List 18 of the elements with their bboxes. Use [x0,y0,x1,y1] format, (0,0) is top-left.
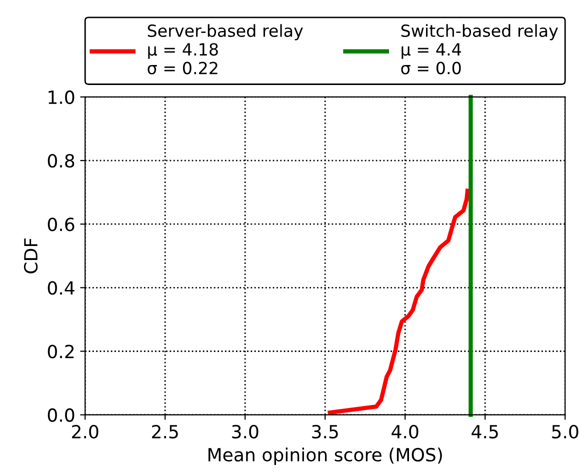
legend-label: Switch-based relay μ = 4.4 σ = 0.0 [401,24,558,74]
x-tick-label: 5.0 [552,424,578,439]
x-tick-label: 2.0 [72,424,98,439]
y-tick-label: 0.8 [48,154,74,168]
x-axis-title: Mean opinion score (MOS) [208,448,442,466]
x-tick-label: 2.5 [152,424,178,439]
y-tick-label: 0.4 [48,281,74,295]
y-tick-label: 0.0 [48,408,74,422]
x-tick-label: 3.0 [232,424,258,439]
x-tick-label: 4.0 [392,424,418,439]
x-tick-label: 4.5 [472,425,498,439]
x-tick-label: 3.5 [312,424,338,439]
y-tick-label: 1.0 [48,90,74,104]
y-tick-label: 0.2 [48,344,74,358]
legend-label: Server-based relay μ = 4.18 σ = 0.22 [148,24,303,74]
line-series [328,188,470,415]
y-tick-label: 0.6 [48,218,74,232]
y-axis-title: CDF [24,238,38,274]
